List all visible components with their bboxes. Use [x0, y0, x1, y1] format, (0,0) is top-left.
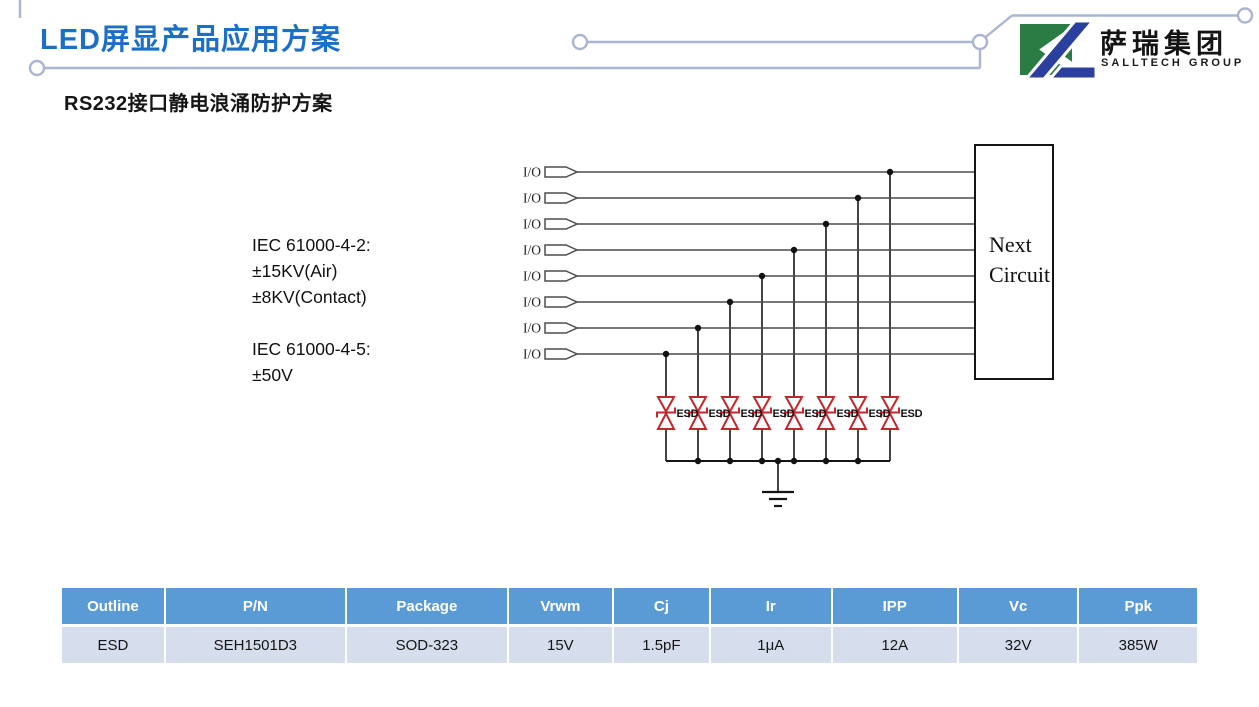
logo-company-name-en: SALLTECH GROUP: [1101, 57, 1245, 69]
junction-dot: [662, 350, 670, 358]
section-title: RS232接口静电浪涌防护方案: [64, 93, 333, 115]
col-header-outline: Outline: [62, 588, 164, 624]
io-port-label: I/O: [523, 191, 541, 206]
col-header-pn: P/N: [165, 588, 345, 624]
io-port-label: I/O: [523, 217, 541, 232]
io-connector-icon: [544, 166, 579, 178]
esd-diode-label: ESD: [869, 408, 891, 420]
io-port-label: I/O: [523, 347, 541, 362]
spec-line: ±15KV(Air): [252, 261, 338, 281]
io-connector-icon: [544, 296, 579, 308]
ground-icon: [762, 490, 794, 508]
esd-tvs-diode-icon: [848, 396, 868, 430]
page-title: LED屏显产品应用方案: [40, 24, 342, 56]
cell-ppk: 385W: [1079, 627, 1197, 663]
io-port-label: I/O: [523, 269, 541, 284]
spec-table: Outline P/N Package Vrwm Cj Ir IPP Vc Pp…: [60, 585, 1199, 666]
spec-line: ±8KV(Contact): [252, 287, 367, 307]
table-header-row: Outline P/N Package Vrwm Cj Ir IPP Vc Pp…: [62, 588, 1197, 624]
col-header-package: Package: [346, 588, 507, 624]
salltech-logo-icon: [1020, 21, 1098, 81]
iec-spec-text: IEC 61000-4-2: ±15KV(Air) ±8KV(Contact) …: [252, 232, 371, 388]
next-circuit-label: Circuit: [989, 262, 1050, 287]
junction-dot: [758, 272, 766, 280]
io-connector-icon: [544, 270, 579, 282]
esd-diode-label: ESD: [837, 408, 859, 420]
io-connector-icon: [544, 322, 579, 334]
cell-vc: 32V: [958, 627, 1078, 663]
cell-package: SOD-323: [346, 627, 507, 663]
junction-dot: [790, 246, 798, 254]
col-header-vc: Vc: [958, 588, 1078, 624]
table-row: ESD SEH1501D3 SOD-323 15V 1.5pF 1μA 12A …: [62, 627, 1197, 663]
esd-tvs-diode-icon: [720, 396, 740, 430]
io-connector-icon: [544, 348, 579, 360]
io-port-label: I/O: [523, 165, 541, 180]
esd-tvs-diode-icon: [688, 396, 708, 430]
cell-cj: 1.5pF: [613, 627, 709, 663]
spec-line: IEC 61000-4-5:: [252, 339, 371, 359]
cell-ir: 1μA: [710, 627, 831, 663]
esd-diode-label: ESD: [677, 408, 699, 420]
col-header-cj: Cj: [613, 588, 709, 624]
io-port-label: I/O: [523, 243, 541, 258]
esd-diode-label: ESD: [741, 408, 763, 420]
junction-dot: [822, 220, 830, 228]
esd-tvs-diode-icon: [656, 396, 676, 430]
next-circuit-box: [974, 144, 1054, 380]
io-connector-icon: [544, 218, 579, 230]
col-header-vrwm: Vrwm: [508, 588, 612, 624]
spec-line: ±50V: [252, 365, 293, 385]
circuit-trace-decoration: [18, 0, 1254, 77]
junction-dot: [726, 298, 734, 306]
esd-tvs-diode-icon: [816, 396, 836, 430]
col-header-ppk: Ppk: [1079, 588, 1197, 624]
col-header-ipp: IPP: [832, 588, 957, 624]
spec-line: IEC 61000-4-2:: [252, 235, 371, 255]
spec-line: [252, 310, 371, 336]
cell-pn: SEH1501D3: [165, 627, 345, 663]
cell-vrwm: 15V: [508, 627, 612, 663]
esd-diode-label: ESD: [773, 408, 795, 420]
io-port-label: I/O: [523, 295, 541, 310]
next-circuit-label: Next: [989, 232, 1032, 257]
esd-tvs-diode-icon: [752, 396, 772, 430]
io-port-label: I/O: [523, 321, 541, 336]
esd-tvs-diode-icon: [784, 396, 804, 430]
col-header-ir: Ir: [710, 588, 831, 624]
cell-outline: ESD: [62, 627, 164, 663]
io-connector-icon: [544, 192, 579, 204]
esd-protection-schematic: I/O ESD I/O ESD I/O ESD I/O ESD I/O ESD I/O ESD I/O E…: [523, 144, 1054, 508]
esd-tvs-diode-icon: [880, 396, 900, 430]
cell-ipp: 12A: [832, 627, 957, 663]
junction-dot: [694, 324, 702, 332]
esd-diode-label: ESD: [805, 408, 827, 420]
logo-company-name: 萨瑞集团: [1100, 29, 1228, 59]
io-connector-icon: [544, 244, 579, 256]
esd-diode-label: ESD: [709, 408, 731, 420]
junction-dot: [886, 168, 894, 176]
esd-diode-label: ESD: [901, 408, 923, 420]
junction-dot: [854, 194, 862, 202]
